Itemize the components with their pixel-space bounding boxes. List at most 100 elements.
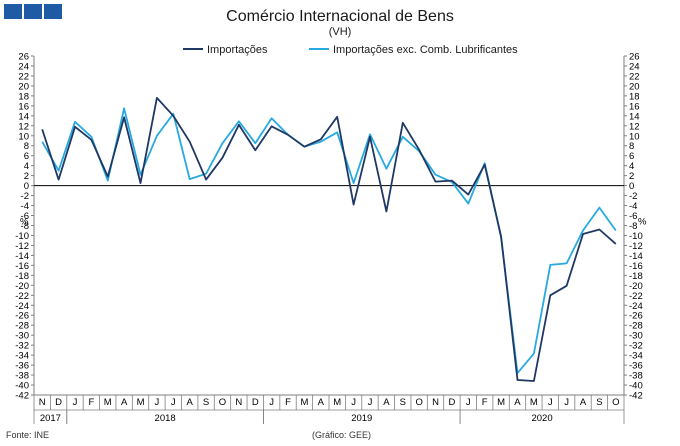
- y-tick-label-right: -42: [629, 391, 643, 402]
- series-line-importacoes-exc: [41, 107, 617, 375]
- y-tick-label-right: 14: [629, 111, 640, 122]
- y-tick-label-left: -42: [15, 391, 29, 402]
- x-tick-label-month: J: [73, 397, 78, 408]
- y-tick-label-left: 26: [18, 52, 29, 63]
- x-tick-label-month: M: [497, 397, 505, 408]
- logo-square-2: [24, 4, 42, 19]
- y-tick-label-left: -38: [15, 371, 29, 382]
- y-tick-label-right: 12: [629, 121, 640, 132]
- x-tick-label-month: D: [252, 397, 259, 408]
- y-tick-label-right: 24: [629, 61, 640, 72]
- y-tick-label-left: 4: [24, 161, 29, 172]
- y-tick-label-left: -20: [15, 281, 29, 292]
- x-tick-label-month: O: [612, 397, 619, 408]
- y-tick-label-right: -20: [629, 281, 643, 292]
- y-tick-label-right: -4: [629, 201, 637, 212]
- x-tick-label-month: A: [121, 397, 128, 408]
- y-tick-label-right: 8: [629, 141, 634, 152]
- x-tick-label-month: D: [448, 397, 455, 408]
- y-tick-label-left: -32: [15, 341, 29, 352]
- y-tick-label-left: 18: [18, 91, 29, 102]
- x-tick-label-month: J: [351, 397, 356, 408]
- y-tick-label-left: -24: [15, 301, 29, 312]
- y-tick-label-left: -14: [15, 251, 29, 262]
- chart-subtitle: (VH): [328, 26, 352, 38]
- y-tick-label-left: 0: [24, 181, 29, 192]
- y-tick-label-left: -36: [15, 361, 29, 372]
- y-tick-label-left: -22: [15, 291, 29, 302]
- x-tick-label-month: M: [300, 397, 308, 408]
- y-tick-label-right: 4: [629, 161, 634, 172]
- x-tick-label-month: A: [514, 397, 521, 408]
- y-tick-label-right: -40: [629, 381, 643, 392]
- legend-swatch-importacoes-exc: [309, 48, 329, 51]
- y-tick-label-right: -30: [629, 331, 643, 342]
- y-tick-label-right: -22: [629, 291, 643, 302]
- y-tick-label-left: 14: [18, 111, 29, 122]
- y-tick-label-right: -36: [629, 361, 643, 372]
- x-tick-label-month: A: [318, 397, 325, 408]
- year-label: 2018: [155, 413, 176, 424]
- series-line-importacoes: [41, 97, 617, 382]
- x-tick-label-month: J: [171, 397, 176, 408]
- y-tick-label-right: -32: [629, 341, 643, 352]
- legend-label-importacoes-exc: Importações exc. Comb. Lubrificantes: [333, 44, 518, 56]
- x-tick-label-month: J: [564, 397, 569, 408]
- x-tick-label-month: J: [155, 397, 160, 408]
- y-tick-label-right: 10: [629, 131, 640, 142]
- y-tick-label-left: 20: [18, 81, 29, 92]
- legend-item-importacoes-exc: Importações exc. Comb. Lubrificantes: [309, 44, 518, 56]
- y-unit-label-right: %: [638, 217, 647, 228]
- y-tick-label-left: -18: [15, 271, 29, 282]
- x-tick-label-month: J: [548, 397, 553, 408]
- y-tick-label-right: 2: [629, 171, 634, 182]
- y-tick-label-left: -10: [15, 231, 29, 242]
- x-tick-label-month: N: [235, 397, 242, 408]
- y-tick-label-right: 26: [629, 52, 640, 63]
- y-tick-label-right: -14: [629, 251, 643, 262]
- y-tick-label-left: -12: [15, 241, 29, 252]
- y-tick-label-left: -2: [21, 191, 29, 202]
- y-tick-label-left: -6: [21, 211, 29, 222]
- source-note: Fonte: INE: [6, 430, 50, 440]
- logo-square-3: [44, 4, 62, 19]
- y-tick-label-left: -28: [15, 321, 29, 332]
- x-tick-label-month: M: [104, 397, 112, 408]
- y-tick-label-right: -34: [629, 351, 643, 362]
- chart-title: Comércio Internacional de Bens: [226, 8, 454, 25]
- y-tick-label-left: 12: [18, 121, 29, 132]
- y-tick-label-right: 0: [629, 181, 634, 192]
- legend-item-importacoes: Importações: [183, 44, 268, 56]
- y-tick-label-right: 18: [629, 91, 640, 102]
- y-tick-label-right: -18: [629, 271, 643, 282]
- y-tick-label-right: -2: [629, 191, 637, 202]
- y-tick-label-right: 16: [629, 101, 640, 112]
- x-tick-label-month: D: [55, 397, 62, 408]
- x-tick-label-month: J: [269, 397, 274, 408]
- x-tick-label-month: N: [39, 397, 46, 408]
- x-tick-label-month: A: [187, 397, 194, 408]
- y-tick-label-left: -34: [15, 351, 29, 362]
- y-tick-label-right: -26: [629, 311, 643, 322]
- y-tick-label-left: 2: [24, 171, 29, 182]
- x-tick-label-month: A: [580, 397, 587, 408]
- y-tick-label-right: 20: [629, 81, 640, 92]
- year-label: 2019: [351, 413, 372, 424]
- y-tick-label-left: -16: [15, 261, 29, 272]
- x-tick-label-month: M: [530, 397, 538, 408]
- y-tick-label-left: -4: [21, 201, 29, 212]
- legend-label-importacoes: Importações: [207, 44, 268, 56]
- y-tick-label-left: 22: [18, 71, 29, 82]
- x-tick-label-month: F: [285, 397, 291, 408]
- x-tick-label-month: O: [415, 397, 422, 408]
- x-tick-label-month: A: [383, 397, 390, 408]
- credit-note: (Gráfico: GEE): [312, 430, 372, 440]
- y-tick-label-left: 16: [18, 101, 29, 112]
- x-tick-label-month: J: [466, 397, 471, 408]
- y-tick-label-right: -38: [629, 371, 643, 382]
- y-tick-label-left: 10: [18, 131, 29, 142]
- x-tick-label-month: O: [219, 397, 226, 408]
- y-tick-label-left: -8: [21, 221, 29, 232]
- x-tick-label-month: F: [482, 397, 488, 408]
